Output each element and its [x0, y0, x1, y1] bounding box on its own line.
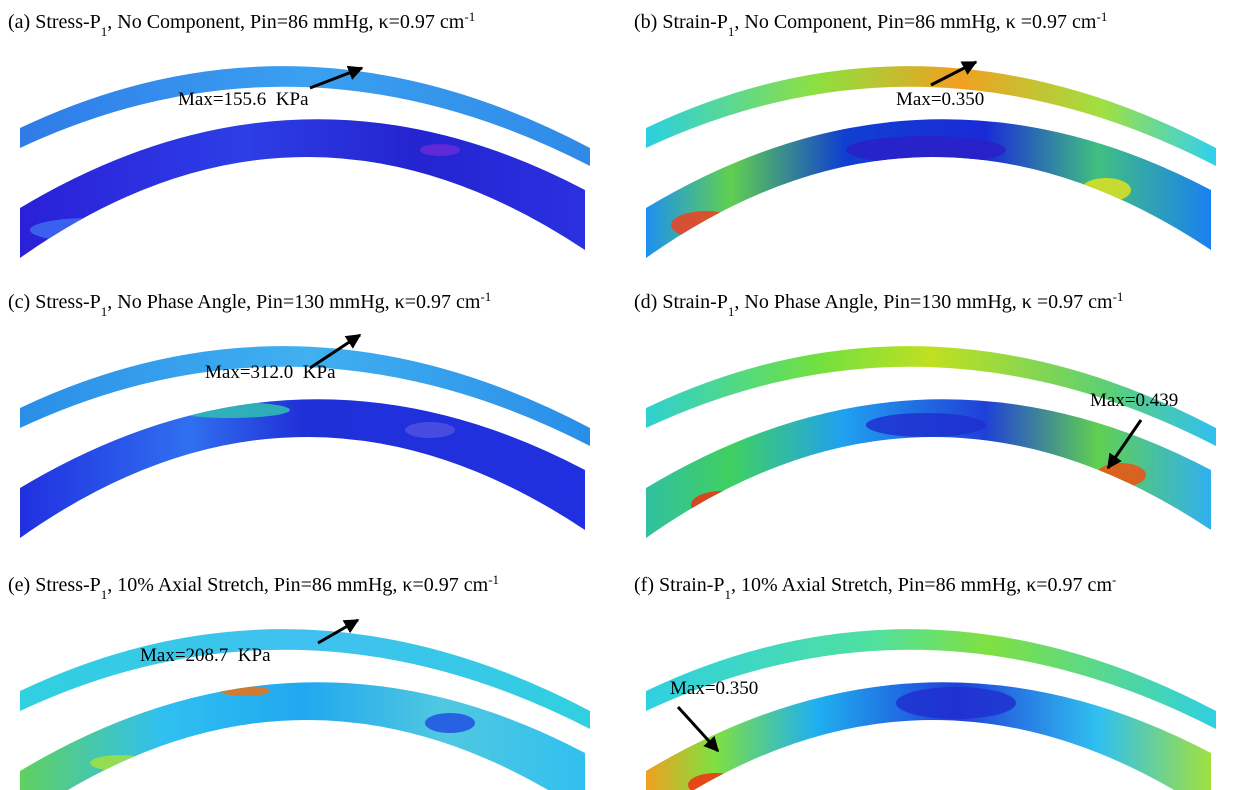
- contour-region: [425, 713, 475, 733]
- contour-region: [90, 755, 150, 771]
- contour-region: [170, 402, 290, 418]
- title-text: (e) Stress-P: [8, 574, 101, 596]
- title-text: , 10% Axial Stretch, Pin=86 mmHg, κ=0.97…: [107, 574, 488, 596]
- panel-title: (c) Stress-P1, No Phase Angle, Pin=130 m…: [8, 289, 491, 319]
- title-superscript: -1: [480, 289, 491, 304]
- panel-title: (f) Strain-P1, 10% Axial Stretch, Pin=86…: [634, 572, 1116, 602]
- max-label: Max=0.350: [670, 678, 758, 699]
- panel: (c) Stress-P1, No Phase Angle, Pin=130 m…: [8, 289, 590, 539]
- panel-title: (d) Strain-P1, No Phase Angle, Pin=130 m…: [634, 289, 1123, 319]
- title-superscript: -1: [464, 9, 475, 24]
- title-text: (c) Stress-P: [8, 291, 101, 313]
- max-label: Max=155.6 KPa: [178, 89, 309, 110]
- vessel-wall-lower: [20, 399, 585, 538]
- figure: (a) Stress-P1, No Component, Pin=86 mmHg…: [0, 0, 1233, 790]
- contour-region: [671, 211, 741, 239]
- max-label: Max=0.439: [1090, 390, 1178, 411]
- title-text: , No Component, Pin=86 mmHg, κ=0.97 cm: [107, 11, 465, 33]
- title-text: , No Phase Angle, Pin=130 mmHg, κ=0.97 c…: [107, 291, 481, 313]
- panel: (d) Strain-P1, No Phase Angle, Pin=130 m…: [634, 289, 1216, 539]
- title-superscript: -1: [1113, 289, 1124, 304]
- panel: (f) Strain-P1, 10% Axial Stretch, Pin=86…: [634, 572, 1216, 790]
- contour-region: [866, 413, 986, 437]
- title-text: (a) Stress-P: [8, 11, 101, 33]
- vessel-wall-lower: [20, 119, 585, 258]
- panel-title: (e) Stress-P1, 10% Axial Stretch, Pin=86…: [8, 572, 499, 602]
- contour-region: [30, 218, 150, 242]
- panel: (b) Strain-P1, No Component, Pin=86 mmHg…: [634, 9, 1216, 259]
- contour-region: [420, 144, 460, 156]
- max-label: Max=208.7 KPa: [140, 645, 271, 666]
- panel-title: (a) Stress-P1, No Component, Pin=86 mmHg…: [8, 9, 475, 39]
- contour-region: [846, 136, 1006, 164]
- panel: (a) Stress-P1, No Component, Pin=86 mmHg…: [8, 9, 590, 259]
- title-text: , No Component, Pin=86 mmHg, κ =0.97 cm: [734, 11, 1097, 33]
- contour-region: [220, 686, 270, 696]
- title-superscript: -1: [1096, 9, 1107, 24]
- title-superscript: -: [1112, 572, 1116, 587]
- title-text: (d) Strain-P: [634, 291, 728, 313]
- title-text: (f) Strain-P: [634, 574, 725, 596]
- contour-region: [1096, 463, 1146, 487]
- contour-region: [896, 687, 1016, 719]
- title-superscript: -1: [488, 572, 499, 587]
- contour-region: [405, 422, 455, 438]
- max-label: Max=312.0 KPa: [205, 362, 336, 383]
- panel-title: (b) Strain-P1, No Component, Pin=86 mmHg…: [634, 9, 1107, 39]
- title-text: , No Phase Angle, Pin=130 mmHg, κ =0.97 …: [734, 291, 1113, 313]
- title-text: , 10% Axial Stretch, Pin=86 mmHg, κ=0.97…: [731, 574, 1112, 596]
- vessel-wall-lower: [20, 682, 585, 790]
- title-text: (b) Strain-P: [634, 11, 728, 33]
- contour-region: [691, 491, 751, 519]
- page: {"panels": [ {"title": ["(a) Stress-P", …: [0, 0, 1233, 790]
- panel: (e) Stress-P1, 10% Axial Stretch, Pin=86…: [8, 572, 590, 790]
- max-label: Max=0.350: [896, 89, 984, 110]
- contour-region: [1081, 178, 1131, 202]
